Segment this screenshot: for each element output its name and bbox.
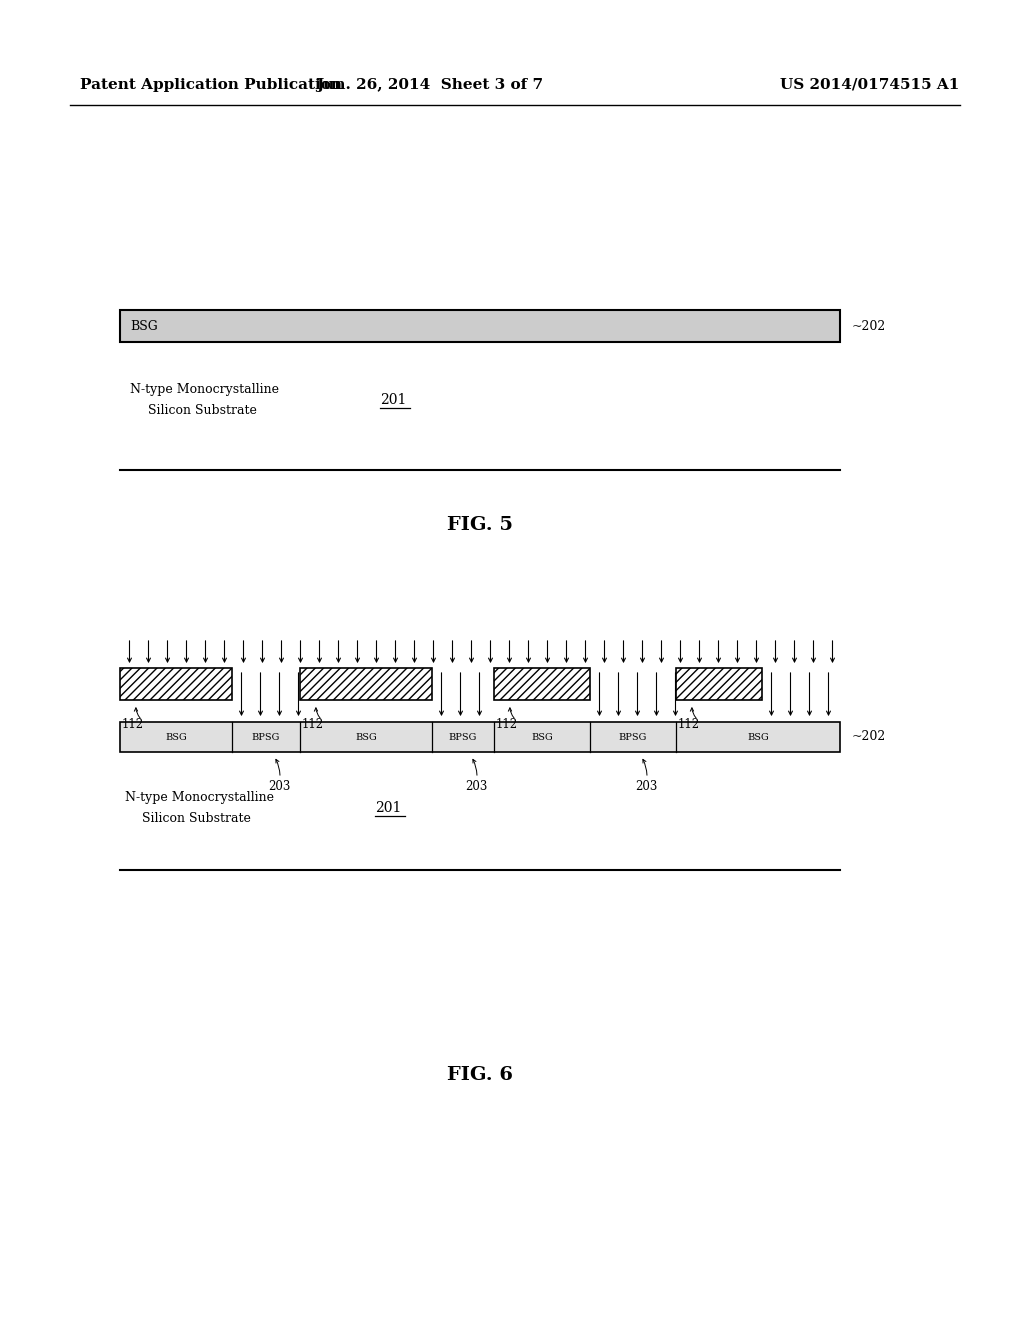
Text: N-type Monocrystalline: N-type Monocrystalline bbox=[125, 792, 274, 804]
Text: 203: 203 bbox=[465, 780, 487, 793]
Text: FIG. 6: FIG. 6 bbox=[447, 1067, 513, 1084]
Polygon shape bbox=[494, 668, 590, 700]
Text: Silicon Substrate: Silicon Substrate bbox=[142, 812, 251, 825]
Text: 112: 112 bbox=[678, 718, 700, 731]
Polygon shape bbox=[676, 668, 762, 700]
Text: ~202: ~202 bbox=[852, 319, 886, 333]
Text: 201: 201 bbox=[380, 393, 407, 407]
Text: 203: 203 bbox=[268, 780, 291, 793]
Text: 112: 112 bbox=[496, 718, 518, 731]
Text: BSG: BSG bbox=[165, 733, 186, 742]
Text: 203: 203 bbox=[635, 780, 657, 793]
Text: BSG: BSG bbox=[531, 733, 553, 742]
Text: BPSG: BPSG bbox=[252, 733, 281, 742]
Text: 201: 201 bbox=[375, 801, 401, 814]
Text: Patent Application Publication: Patent Application Publication bbox=[80, 78, 342, 92]
Polygon shape bbox=[120, 310, 840, 342]
Text: BPSG: BPSG bbox=[449, 733, 477, 742]
Text: BSG: BSG bbox=[355, 733, 377, 742]
Text: 112: 112 bbox=[302, 718, 325, 731]
Polygon shape bbox=[300, 668, 432, 700]
Text: ~202: ~202 bbox=[852, 730, 886, 743]
Text: BSG: BSG bbox=[748, 733, 769, 742]
Text: Silicon Substrate: Silicon Substrate bbox=[148, 404, 257, 417]
Polygon shape bbox=[120, 668, 232, 700]
Polygon shape bbox=[120, 722, 840, 752]
Text: US 2014/0174515 A1: US 2014/0174515 A1 bbox=[780, 78, 959, 92]
Text: BSG: BSG bbox=[130, 319, 158, 333]
Text: BPSG: BPSG bbox=[618, 733, 647, 742]
Text: Jun. 26, 2014  Sheet 3 of 7: Jun. 26, 2014 Sheet 3 of 7 bbox=[316, 78, 544, 92]
Text: 112: 112 bbox=[122, 718, 144, 731]
Text: N-type Monocrystalline: N-type Monocrystalline bbox=[130, 384, 279, 396]
Text: FIG. 5: FIG. 5 bbox=[447, 516, 513, 535]
